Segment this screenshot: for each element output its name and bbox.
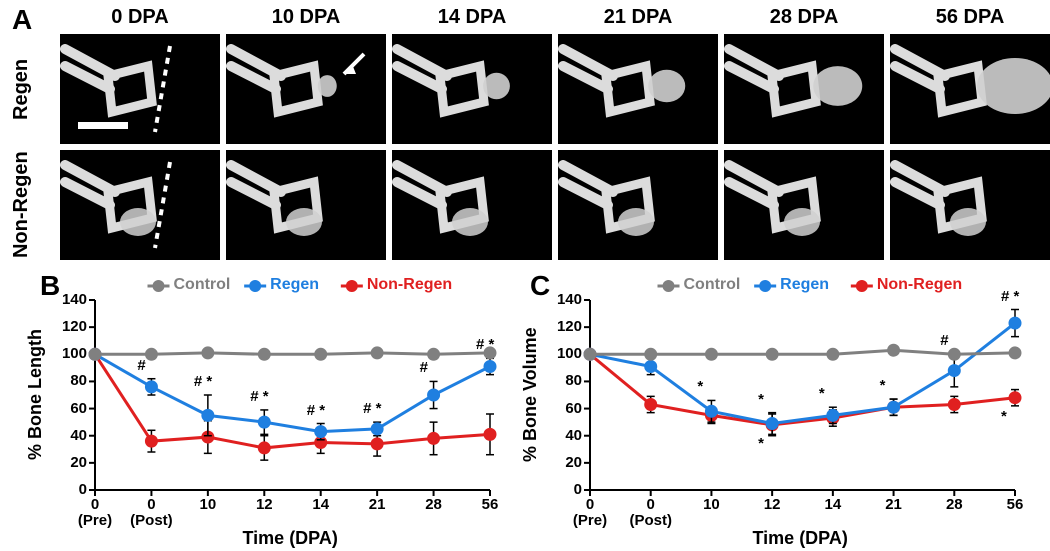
ytick-label: 100	[550, 345, 582, 362]
ytick-label: 140	[55, 291, 87, 308]
xtick-label: 0	[75, 496, 115, 513]
sig-annotation: # *	[250, 388, 268, 405]
legend-label: Non-Regen	[367, 276, 452, 294]
xtick-sublabel: (Post)	[125, 512, 177, 529]
xtick-label: 12	[244, 496, 284, 513]
legend-label: Regen	[780, 276, 829, 294]
legend-label: Regen	[270, 276, 319, 294]
ct-image	[60, 34, 220, 144]
y-axis-label: % Bone Length	[25, 315, 46, 475]
panel-a-col-label: 56 DPA	[890, 6, 1050, 29]
ytick-label: 140	[550, 291, 582, 308]
sig-annotation: #	[137, 357, 145, 374]
y-axis-label: % Bone Volume	[520, 315, 541, 475]
ct-image	[890, 34, 1050, 144]
ct-image	[558, 34, 718, 144]
sig-annotation: #	[940, 332, 948, 349]
legend-label: Control	[684, 276, 741, 294]
sig-annotation: *	[1001, 408, 1007, 425]
ytick-label: 100	[55, 345, 87, 362]
ytick-label: 60	[55, 400, 87, 417]
ytick-label: 40	[55, 427, 87, 444]
sig-annotation: #	[420, 359, 428, 376]
sig-annotation: # *	[363, 400, 381, 417]
xtick-label: 21	[357, 496, 397, 513]
ct-image	[226, 150, 386, 260]
xtick-sublabel: (Pre)	[69, 512, 121, 529]
sig-annotation: # *	[1001, 288, 1019, 305]
xtick-label: 56	[470, 496, 510, 513]
panel-a-row-label: Non-Regen	[10, 150, 33, 260]
ct-image	[226, 34, 386, 144]
sig-annotation: *	[819, 385, 825, 402]
x-axis-label: Time (DPA)	[753, 528, 848, 549]
xtick-sublabel: (Post)	[625, 512, 677, 529]
panel-a-letter: A	[12, 4, 32, 36]
ct-image	[724, 150, 884, 260]
ytick-label: 40	[550, 427, 582, 444]
legend-label: Control	[174, 276, 231, 294]
xtick-label: 28	[414, 496, 454, 513]
panel-a-col-label: 28 DPA	[724, 6, 884, 29]
ct-image	[392, 150, 552, 260]
xtick-label: 0	[570, 496, 610, 513]
panel-a-col-label: 21 DPA	[558, 6, 718, 29]
ytick-label: 20	[55, 454, 87, 471]
xtick-sublabel: (Pre)	[564, 512, 616, 529]
panel-a-col-label: 14 DPA	[392, 6, 552, 29]
ytick-label: 80	[550, 372, 582, 389]
ct-image	[724, 34, 884, 144]
sig-annotation: # *	[476, 336, 494, 353]
ytick-label: 120	[550, 318, 582, 335]
x-axis-label: Time (DPA)	[243, 528, 338, 549]
ytick-label: 60	[550, 400, 582, 417]
xtick-label: 28	[934, 496, 974, 513]
xtick-label: 14	[813, 496, 853, 513]
xtick-label: 0	[631, 496, 671, 513]
legend-label: Non-Regen	[877, 276, 962, 294]
ct-image	[890, 150, 1050, 260]
xtick-label: 21	[874, 496, 914, 513]
sig-annotation: *	[758, 435, 764, 452]
xtick-label: 14	[301, 496, 341, 513]
sig-annotation: *	[880, 377, 886, 394]
xtick-label: 10	[691, 496, 731, 513]
xtick-label: 56	[995, 496, 1035, 513]
ytick-label: 20	[550, 454, 582, 471]
xtick-label: 0	[131, 496, 171, 513]
sig-annotation: *	[697, 378, 703, 395]
xtick-label: 12	[752, 496, 792, 513]
panel-letter: C	[530, 270, 550, 302]
panel-a-row-label: Regen	[10, 34, 33, 144]
ct-image	[392, 34, 552, 144]
panel-a-col-label: 10 DPA	[226, 6, 386, 29]
panel-a-col-label: 0 DPA	[60, 6, 220, 29]
ytick-label: 120	[55, 318, 87, 335]
ct-image	[558, 150, 718, 260]
sig-annotation: # *	[194, 373, 212, 390]
sig-annotation: *	[758, 391, 764, 408]
sig-annotation: # *	[307, 402, 325, 419]
xtick-label: 10	[188, 496, 228, 513]
ytick-label: 80	[55, 372, 87, 389]
ct-image	[60, 150, 220, 260]
